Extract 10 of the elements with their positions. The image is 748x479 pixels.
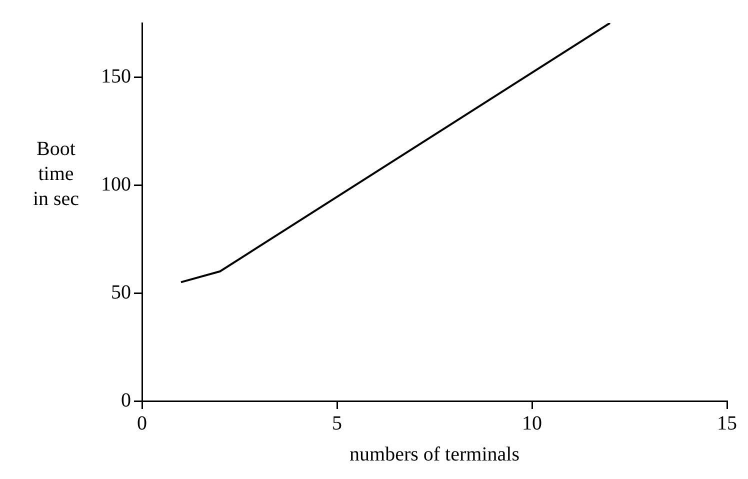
x-tick-label: 10 — [522, 412, 542, 434]
y-axis-title: Boot time in sec — [32, 138, 80, 210]
y-tick-label: 150 — [101, 65, 131, 88]
x-axis-title: numbers of terminals — [350, 443, 520, 466]
x-tick-label: 5 — [332, 412, 342, 434]
y-tick-label: 50 — [111, 281, 131, 304]
y-tick-label: 100 — [101, 173, 131, 196]
x-tick-label: 15 — [717, 412, 737, 434]
x-tick-label: 0 — [137, 412, 147, 434]
y-tick-label: 0 — [121, 389, 131, 412]
